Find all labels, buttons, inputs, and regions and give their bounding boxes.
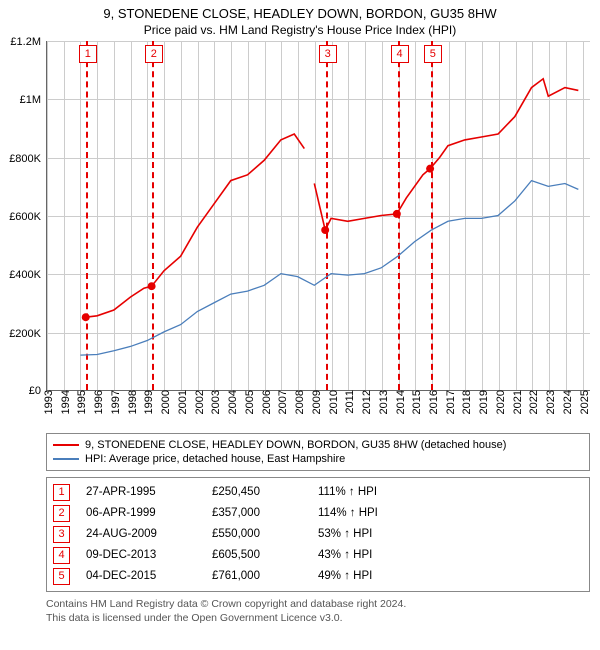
x-axis-label: 2009 xyxy=(309,390,323,414)
sale-number-box: 1 xyxy=(53,484,70,501)
sale-row: 4 09-DEC-2013 £605,500 43% ↑ HPI xyxy=(53,545,583,566)
sale-hpi-compare: 43% ↑ HPI xyxy=(318,549,583,561)
x-axis-label: 1998 xyxy=(125,390,139,414)
x-axis-label: 2000 xyxy=(158,390,172,414)
sale-marker-dot xyxy=(82,313,90,321)
sale-row: 3 24-AUG-2009 £550,000 53% ↑ HPI xyxy=(53,524,583,545)
legend-label: 9, STONEDENE CLOSE, HEADLEY DOWN, BORDON… xyxy=(85,439,506,451)
x-axis-label: 2012 xyxy=(359,390,373,414)
sale-hpi-compare: 53% ↑ HPI xyxy=(318,528,583,540)
sale-number-box: 2 xyxy=(53,505,70,522)
x-axis-label: 1994 xyxy=(58,390,72,414)
sale-marker-dot xyxy=(426,165,434,173)
y-axis-label: £600K xyxy=(9,211,47,223)
x-axis-label: 1993 xyxy=(41,390,55,414)
x-axis-label: 2003 xyxy=(208,390,222,414)
sale-row: 1 27-APR-1995 £250,450 111% ↑ HPI xyxy=(53,482,583,503)
x-axis-label: 2014 xyxy=(393,390,407,414)
property-price-line xyxy=(314,79,578,230)
legend-label: HPI: Average price, detached house, East… xyxy=(85,453,345,465)
legend-item: 9, STONEDENE CLOSE, HEADLEY DOWN, BORDON… xyxy=(53,438,583,452)
legend-item: HPI: Average price, detached house, East… xyxy=(53,452,583,466)
x-axis-label: 2023 xyxy=(543,390,557,414)
y-axis-label: £1M xyxy=(20,94,47,106)
x-axis-label: 2010 xyxy=(326,390,340,414)
y-axis-label: £800K xyxy=(9,153,47,165)
x-axis-label: 2020 xyxy=(493,390,507,414)
property-price-line xyxy=(86,134,305,317)
legend: 9, STONEDENE CLOSE, HEADLEY DOWN, BORDON… xyxy=(46,433,590,471)
sale-date: 27-APR-1995 xyxy=(86,486,196,498)
sale-date: 09-DEC-2013 xyxy=(86,549,196,561)
chart-area: £0£200K£400K£600K£800K£1M£1.2M1993199419… xyxy=(46,41,590,391)
sale-price: £605,500 xyxy=(212,549,302,561)
x-axis-label: 2007 xyxy=(275,390,289,414)
x-axis-label: 1997 xyxy=(108,390,122,414)
footer-line1: Contains HM Land Registry data © Crown c… xyxy=(46,598,590,612)
sale-price: £550,000 xyxy=(212,528,302,540)
sale-date: 04-DEC-2015 xyxy=(86,570,196,582)
x-axis-label: 2022 xyxy=(526,390,540,414)
sale-marker-dot xyxy=(393,210,401,218)
chart-title: 9, STONEDENE CLOSE, HEADLEY DOWN, BORDON… xyxy=(0,0,600,23)
sale-price: £250,450 xyxy=(212,486,302,498)
x-axis-label: 2025 xyxy=(577,390,591,414)
x-axis-label: 2011 xyxy=(342,390,356,414)
x-axis-label: 2016 xyxy=(426,390,440,414)
x-axis-label: 2021 xyxy=(510,390,524,414)
x-axis-label: 2004 xyxy=(225,390,239,414)
footer-attribution: Contains HM Land Registry data © Crown c… xyxy=(46,598,590,625)
sale-marker-dot xyxy=(148,282,156,290)
sale-date: 24-AUG-2009 xyxy=(86,528,196,540)
legend-swatch xyxy=(53,444,79,446)
y-axis-label: £400K xyxy=(9,269,47,281)
x-axis-label: 2005 xyxy=(242,390,256,414)
sale-row: 2 06-APR-1999 £357,000 114% ↑ HPI xyxy=(53,503,583,524)
sale-number-box: 5 xyxy=(53,568,70,585)
sale-marker-dot xyxy=(321,226,329,234)
sale-hpi-compare: 49% ↑ HPI xyxy=(318,570,583,582)
chart-plot xyxy=(47,41,590,390)
x-axis-label: 1999 xyxy=(141,390,155,414)
x-axis-label: 2015 xyxy=(409,390,423,414)
x-axis-label: 2017 xyxy=(443,390,457,414)
x-axis-label: 1995 xyxy=(74,390,88,414)
sale-number-box: 3 xyxy=(53,526,70,543)
sales-table: 1 27-APR-1995 £250,450 111% ↑ HPI 2 06-APR-19… xyxy=(46,477,590,592)
sale-row: 5 04-DEC-2015 £761,000 49% ↑ HPI xyxy=(53,566,583,587)
chart-subtitle: Price paid vs. HM Land Registry's House … xyxy=(0,23,600,41)
sale-price: £761,000 xyxy=(212,570,302,582)
sale-price: £357,000 xyxy=(212,507,302,519)
x-axis-label: 2018 xyxy=(459,390,473,414)
hpi-line xyxy=(80,180,578,355)
x-axis-label: 2001 xyxy=(175,390,189,414)
x-axis-label: 2008 xyxy=(292,390,306,414)
x-axis-label: 2002 xyxy=(192,390,206,414)
y-axis-label: £1.2M xyxy=(10,36,47,48)
legend-swatch xyxy=(53,458,79,460)
sale-hpi-compare: 111% ↑ HPI xyxy=(318,486,583,498)
x-axis-label: 2006 xyxy=(259,390,273,414)
x-axis-label: 2024 xyxy=(560,390,574,414)
footer-line2: This data is licensed under the Open Gov… xyxy=(46,612,590,626)
y-axis-label: £200K xyxy=(9,328,47,340)
sale-hpi-compare: 114% ↑ HPI xyxy=(318,507,583,519)
sale-date: 06-APR-1999 xyxy=(86,507,196,519)
sale-number-box: 4 xyxy=(53,547,70,564)
x-axis-label: 2013 xyxy=(376,390,390,414)
x-axis-label: 1996 xyxy=(91,390,105,414)
x-axis-label: 2019 xyxy=(476,390,490,414)
